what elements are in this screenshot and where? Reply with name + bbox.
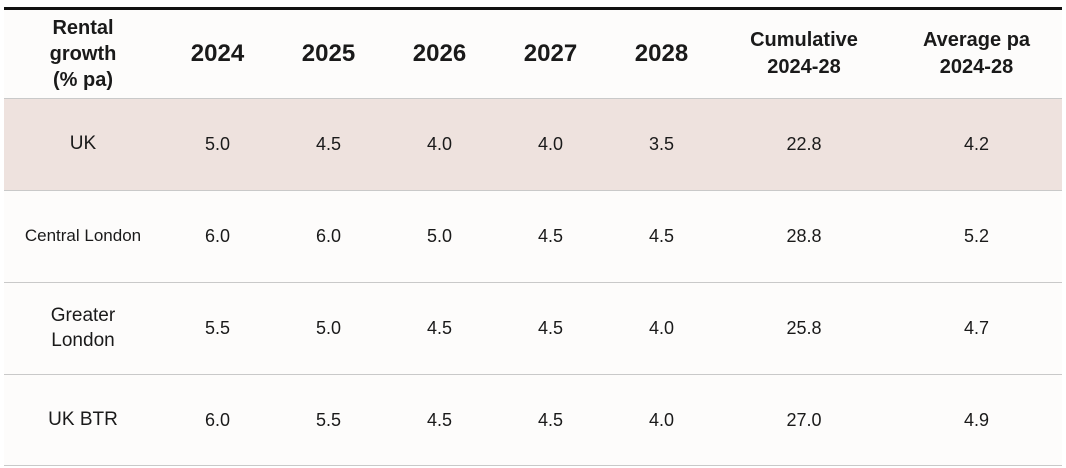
table-cell: 4.0: [648, 409, 675, 430]
table-cell: 6.0: [204, 225, 231, 246]
table-cell: 4.5: [315, 133, 342, 154]
table-cell: 5.5: [204, 317, 231, 338]
bottom-rule: [4, 465, 1062, 466]
header-year-2028: 2028: [634, 40, 689, 68]
header-year-2025: 2025: [301, 40, 356, 68]
table-row-central-london: Central London 6.0 6.0 5.0 4.5 4.5 28.8 …: [4, 190, 1062, 282]
top-rule: [4, 7, 1062, 10]
table-cell: 4.5: [537, 317, 564, 338]
table-cell: 5.2: [963, 225, 990, 246]
row-label: Central London: [24, 226, 142, 246]
table-cell: 6.0: [204, 409, 231, 430]
table-cell: 5.0: [315, 317, 342, 338]
table-cell: 4.0: [537, 133, 564, 154]
table-row-uk: UK 5.0 4.5 4.0 4.0 3.5 22.8 4.2: [4, 98, 1062, 190]
row-label: UK: [69, 133, 97, 155]
table-cell: 25.8: [786, 317, 822, 338]
table-cell: 4.5: [648, 225, 675, 246]
row-label: UK BTR: [48, 409, 118, 431]
table-cell: 5.5: [315, 409, 342, 430]
header-year-2024: 2024: [190, 40, 245, 68]
header-year-2027: 2027: [523, 40, 578, 68]
header-row: Rental growth (% pa) 2024 2025 2026 2027…: [4, 10, 1062, 98]
table-cell: 4.0: [648, 317, 675, 338]
table-cell: 5.0: [426, 225, 453, 246]
table-cell: 4.0: [426, 133, 453, 154]
header-row-label: Rental growth (% pa): [49, 17, 117, 91]
table-cell: 27.0: [786, 409, 822, 430]
table-cell: 4.9: [963, 409, 990, 430]
table-cell: 4.5: [537, 225, 564, 246]
header-average: Average pa 2024-28: [922, 29, 1031, 78]
header-cumulative: Cumulative 2024-28: [750, 29, 858, 78]
table-cell: 4.5: [426, 317, 453, 338]
header-year-2026: 2026: [412, 40, 467, 68]
table-cell: 4.2: [963, 133, 990, 154]
table-cell: 4.5: [426, 409, 453, 430]
table-cell: 4.5: [537, 409, 564, 430]
table-row-greater-london: Greater London 5.5 5.0 4.5 4.5 4.0 25.8 …: [4, 282, 1062, 374]
table-cell: 6.0: [315, 225, 342, 246]
table-row-uk-btr: UK BTR 6.0 5.5 4.5 4.5 4.0 27.0 4.9: [4, 374, 1062, 466]
table-cell: 5.0: [204, 133, 231, 154]
table-cell: 28.8: [786, 225, 822, 246]
row-label: Greater London: [50, 304, 116, 351]
table-cell: 22.8: [786, 133, 822, 154]
table-cell: 3.5: [648, 133, 675, 154]
table-cell: 4.7: [963, 317, 990, 338]
